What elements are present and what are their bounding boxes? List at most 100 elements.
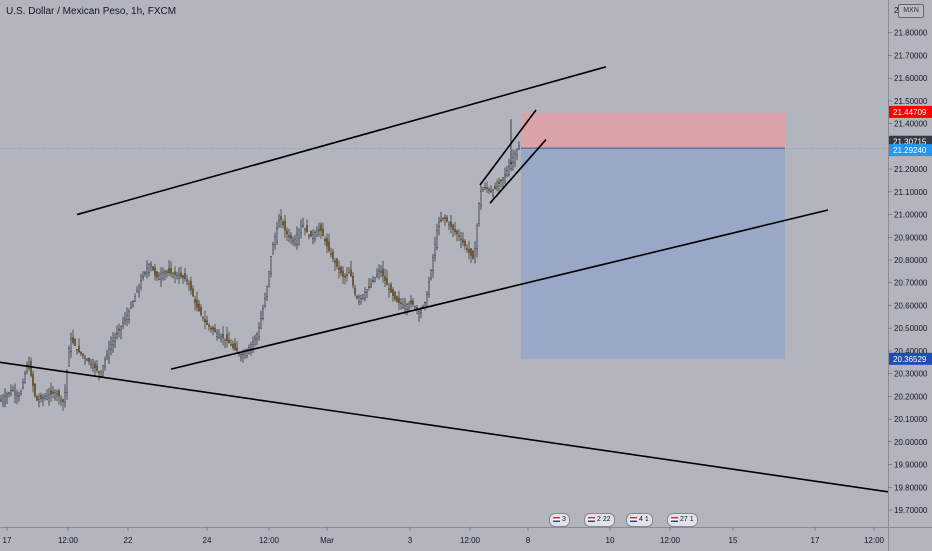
candle-body bbox=[496, 185, 498, 189]
candle-body bbox=[286, 230, 288, 235]
time-tick-label: 12:00 bbox=[864, 536, 885, 545]
time-tick-label: Mar bbox=[320, 536, 334, 545]
candle-body bbox=[346, 274, 348, 276]
candle-body bbox=[390, 284, 392, 293]
candle-body bbox=[300, 225, 302, 234]
candle-body bbox=[42, 397, 44, 399]
time-tick-label: 17 bbox=[3, 536, 12, 545]
candle-body bbox=[6, 394, 8, 398]
candle-body bbox=[206, 320, 208, 325]
price-tag-target[interactable] bbox=[889, 352, 932, 365]
candle-body bbox=[440, 220, 442, 222]
candle-body bbox=[12, 389, 14, 391]
candle-body bbox=[236, 347, 238, 352]
candle-body bbox=[360, 295, 362, 299]
candle-body bbox=[394, 291, 396, 300]
price-tag-label-target: 20.36529 bbox=[893, 355, 927, 364]
candle-body bbox=[322, 229, 324, 237]
time-tick-label: 22 bbox=[124, 536, 133, 545]
candle-body bbox=[420, 310, 422, 313]
candle-body bbox=[106, 354, 108, 357]
price-tag-label-stop_loss: 21.44709 bbox=[893, 108, 927, 117]
time-axis[interactable] bbox=[0, 527, 888, 551]
candle-body bbox=[304, 228, 306, 230]
trendline-lower-channel[interactable] bbox=[170, 209, 829, 370]
candle-body bbox=[462, 239, 464, 243]
candle-body bbox=[146, 268, 148, 274]
candle-body bbox=[302, 225, 304, 228]
candle-body bbox=[90, 363, 92, 366]
time-tick-label: 8 bbox=[526, 536, 531, 545]
candle-body bbox=[44, 396, 46, 399]
candle-body bbox=[216, 333, 218, 337]
candle-body bbox=[188, 283, 190, 285]
candle-body bbox=[202, 316, 204, 319]
candle-body bbox=[504, 174, 506, 177]
candle-body bbox=[84, 357, 86, 359]
event-chip[interactable]: 27 1 bbox=[667, 513, 698, 527]
candle-body bbox=[124, 318, 126, 321]
candle-body bbox=[260, 318, 262, 329]
candle-body bbox=[62, 399, 64, 402]
candle-body bbox=[442, 217, 444, 219]
candle-body bbox=[14, 391, 16, 395]
candle-body bbox=[484, 186, 486, 189]
candle-body bbox=[204, 319, 206, 323]
candle-body bbox=[464, 241, 466, 246]
price-tick-label: 20.60000 bbox=[894, 301, 928, 310]
time-tick-label: 10 bbox=[606, 536, 615, 545]
trendline-upper-channel[interactable] bbox=[76, 66, 607, 216]
candle-body bbox=[250, 344, 252, 349]
time-tick-label: 12:00 bbox=[660, 536, 681, 545]
candle-body bbox=[312, 234, 314, 240]
currency-badge[interactable]: MXN bbox=[898, 4, 924, 18]
price-tag-entry[interactable] bbox=[889, 144, 932, 157]
candle-body bbox=[264, 298, 266, 307]
candle-body bbox=[176, 274, 178, 277]
candle-body bbox=[30, 361, 32, 376]
candle-body bbox=[74, 339, 76, 346]
event-chip[interactable]: 3 bbox=[549, 513, 570, 527]
price-tick-label: 21.10000 bbox=[894, 188, 928, 197]
price-tag-stop_loss[interactable] bbox=[889, 105, 932, 118]
candle-body bbox=[170, 268, 172, 274]
candle-body bbox=[412, 300, 414, 305]
candle-body bbox=[316, 230, 318, 237]
stop-loss-zone[interactable] bbox=[521, 112, 785, 149]
candle-body bbox=[334, 260, 336, 263]
trendline-wedge-lower[interactable] bbox=[489, 139, 547, 204]
candle-body bbox=[438, 222, 440, 227]
candle-body bbox=[154, 267, 156, 276]
event-chip[interactable]: 2 22 bbox=[584, 513, 615, 527]
candle-body bbox=[494, 186, 496, 189]
candle-body bbox=[104, 359, 106, 367]
candle-body bbox=[34, 383, 36, 396]
candle-body bbox=[252, 341, 254, 346]
time-tick-label: 15 bbox=[729, 536, 738, 545]
candle-body bbox=[164, 271, 166, 274]
candle-body bbox=[280, 216, 282, 220]
price-axis[interactable] bbox=[888, 0, 932, 527]
candle-body bbox=[370, 283, 372, 288]
event-chip[interactable]: 4 1 bbox=[626, 513, 653, 527]
candle-body bbox=[134, 296, 136, 302]
candle-body bbox=[474, 248, 476, 264]
candle-body bbox=[50, 390, 52, 395]
candle-body bbox=[354, 287, 356, 295]
candle-body bbox=[214, 328, 216, 333]
candle-body bbox=[404, 304, 406, 309]
candle-body bbox=[246, 349, 248, 356]
price-tick-label: 19.70000 bbox=[894, 506, 928, 515]
candle-body bbox=[296, 234, 298, 245]
candle-body bbox=[182, 275, 184, 278]
candle-body bbox=[378, 270, 380, 272]
trendline-wedge-upper[interactable] bbox=[479, 109, 537, 186]
us-flag-icon bbox=[588, 516, 595, 522]
candle-body bbox=[128, 311, 130, 320]
trendline-long-descending[interactable] bbox=[0, 361, 888, 493]
time-tick-label: 12:00 bbox=[259, 536, 280, 545]
candle-body bbox=[320, 224, 322, 231]
take-profit-zone[interactable] bbox=[521, 148, 785, 359]
